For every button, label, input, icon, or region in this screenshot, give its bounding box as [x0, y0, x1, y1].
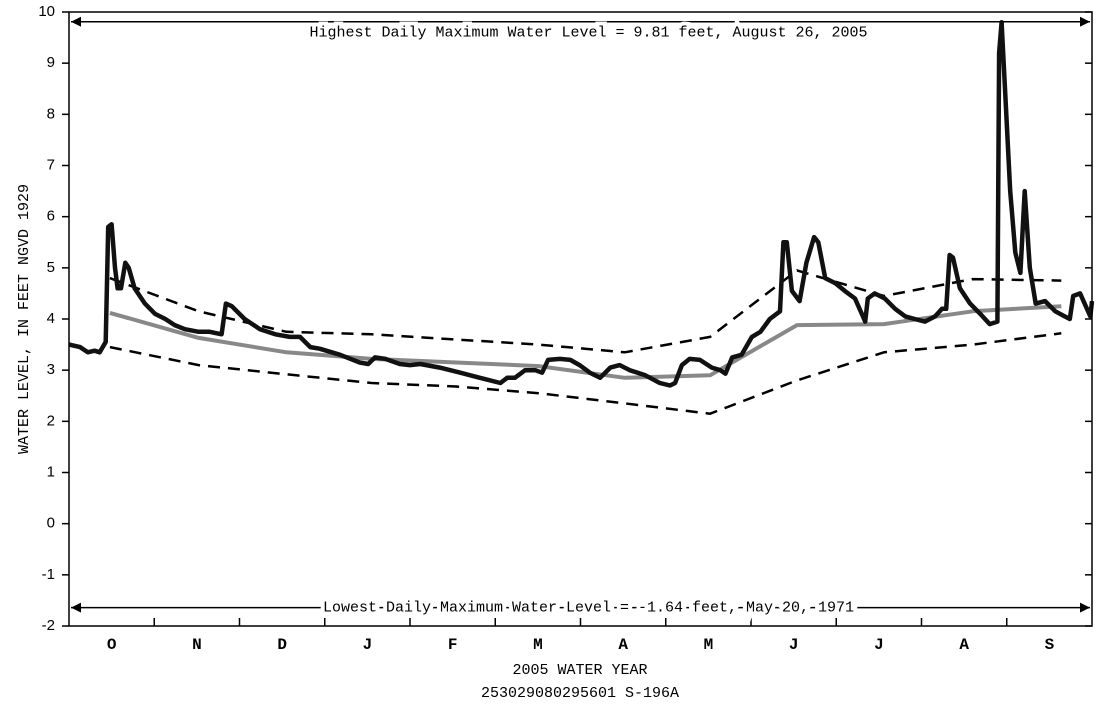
x-axis-label: 2005 WATER YEAR: [512, 662, 647, 679]
series-line: [68, 19, 1095, 388]
y-tick-label: 3: [47, 361, 55, 378]
annotation-text: Lowest Daily Maximum Water Level = -1.64…: [323, 600, 854, 617]
x-tick-label: J: [874, 636, 884, 654]
y-tick-label: 2: [47, 412, 55, 429]
x-tick-label: O: [107, 636, 117, 654]
x-tick-label: F: [448, 636, 458, 654]
x-tick-label: S: [1045, 636, 1055, 654]
x-tick-label: J: [789, 636, 799, 654]
plot-frame: [68, 11, 1093, 627]
x-tick-label: D: [277, 636, 287, 654]
annotation-text: Highest Daily Maximum Water Level = 9.81…: [309, 25, 867, 42]
y-tick-label: -2: [42, 617, 55, 634]
series-line: [109, 269, 1062, 354]
x-tick-label: M: [704, 636, 714, 654]
y-tick-label: -1: [42, 566, 55, 583]
x-tick-label: M: [533, 636, 543, 654]
y-tick-label: 9: [47, 54, 55, 71]
y-tick-label: 4: [47, 310, 55, 327]
y-tick-label: 1: [47, 463, 55, 480]
x-tick-label: J: [363, 636, 373, 654]
series-line: [109, 304, 1062, 380]
subtitle: 253029080295601 S-196A: [481, 685, 679, 702]
y-tick-label: 0: [47, 515, 55, 532]
x-tick-label: A: [959, 636, 969, 654]
y-tick-label: 10: [38, 3, 55, 20]
y-tick-label: 7: [47, 156, 55, 173]
y-tick-label: 8: [47, 105, 55, 122]
x-tick-label: N: [192, 636, 202, 654]
y-tick-label: 5: [47, 259, 55, 276]
y-tick-label: 6: [47, 208, 55, 225]
y-axis-label: WATER LEVEL, IN FEET NGVD 1929: [16, 184, 33, 454]
series-line: [109, 332, 1062, 415]
x-tick-label: A: [618, 636, 628, 654]
